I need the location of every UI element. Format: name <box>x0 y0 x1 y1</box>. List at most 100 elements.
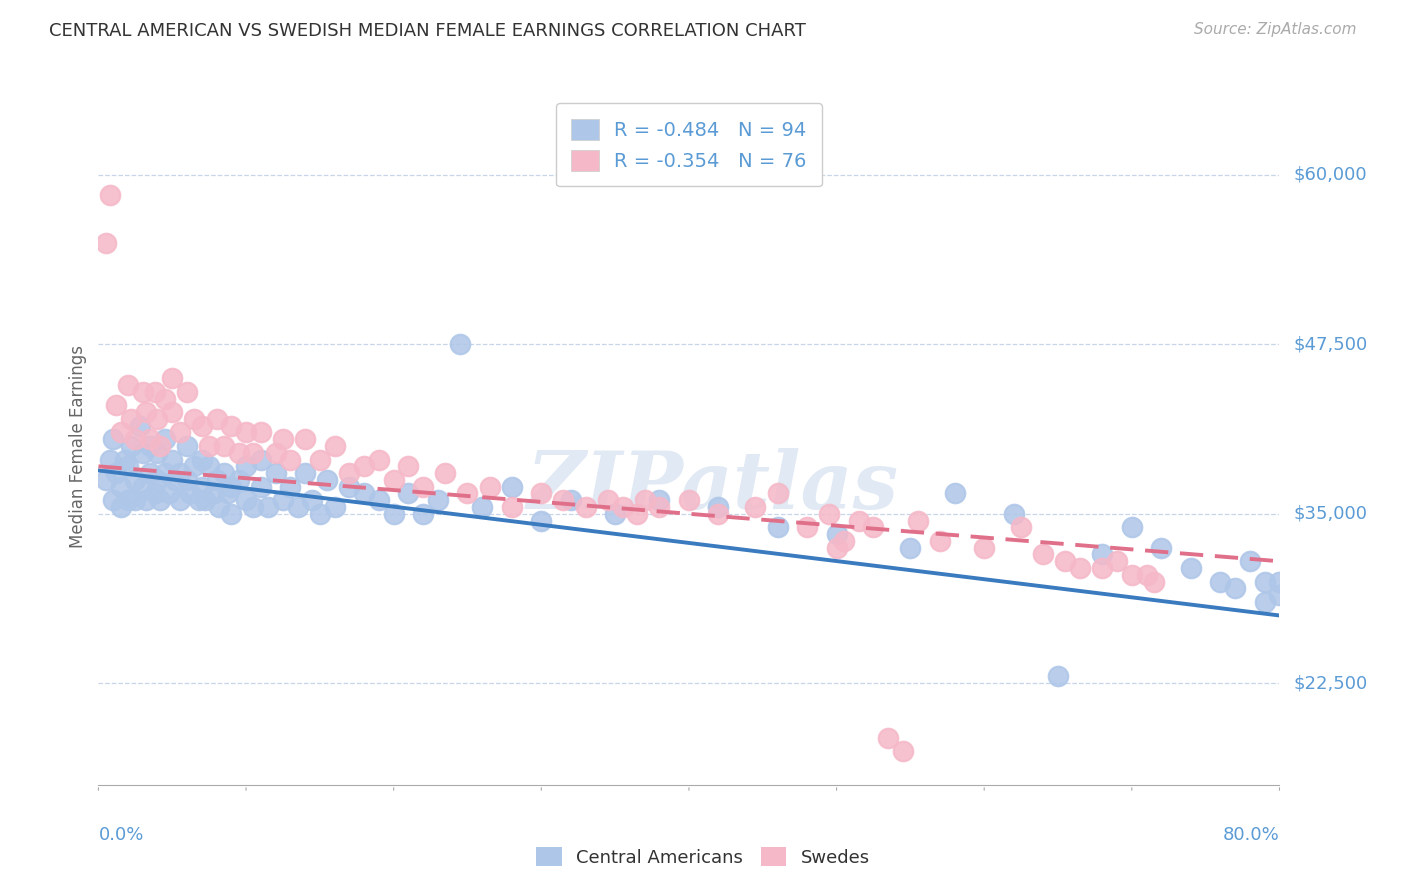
Legend: Central Americans, Swedes: Central Americans, Swedes <box>529 840 877 874</box>
Point <box>339 480 361 494</box>
Point <box>501 500 523 514</box>
Point <box>398 459 420 474</box>
Point <box>149 493 172 508</box>
Point <box>146 473 169 487</box>
Point <box>153 432 176 446</box>
Point <box>973 541 995 555</box>
Point <box>1136 567 1159 582</box>
Point <box>94 235 117 250</box>
Point <box>449 337 471 351</box>
Point <box>287 500 309 514</box>
Point <box>103 493 125 508</box>
Point <box>323 500 346 514</box>
Point <box>1107 554 1129 568</box>
Point <box>198 459 221 474</box>
Point <box>235 425 257 440</box>
Point <box>165 473 187 487</box>
Point <box>434 466 457 480</box>
Point <box>110 425 132 440</box>
Point <box>596 493 619 508</box>
Point <box>1268 588 1291 602</box>
Point <box>280 452 302 467</box>
Point <box>132 446 155 460</box>
Point <box>212 439 235 453</box>
Point <box>124 473 146 487</box>
Point <box>205 473 228 487</box>
Point <box>187 493 209 508</box>
Point <box>707 507 730 521</box>
Point <box>228 473 250 487</box>
Point <box>825 527 848 541</box>
Point <box>217 486 239 500</box>
Point <box>208 500 231 514</box>
Point <box>191 418 214 433</box>
Point <box>368 493 391 508</box>
Point <box>1225 582 1247 596</box>
Point <box>891 744 914 758</box>
Point <box>169 493 191 508</box>
Point <box>339 466 361 480</box>
Point <box>1209 574 1232 589</box>
Point <box>205 412 228 426</box>
Point <box>294 432 316 446</box>
Point <box>530 486 553 500</box>
Point <box>766 520 789 534</box>
Point <box>1069 561 1091 575</box>
Point <box>1239 554 1261 568</box>
Point <box>1091 561 1114 575</box>
Point <box>143 486 166 500</box>
Point <box>264 466 287 480</box>
Point <box>162 452 183 467</box>
Point <box>1143 574 1166 589</box>
Point <box>626 507 648 521</box>
Text: 0.0%: 0.0% <box>98 826 143 844</box>
Point <box>382 507 405 521</box>
Point <box>1091 548 1114 562</box>
Point <box>1010 520 1032 534</box>
Point <box>907 514 929 528</box>
Point <box>1054 554 1077 568</box>
Text: ZIPatlas: ZIPatlas <box>526 448 898 525</box>
Point <box>530 514 553 528</box>
Point <box>877 731 900 745</box>
Point <box>1180 561 1202 575</box>
Point <box>114 452 136 467</box>
Point <box>929 533 952 548</box>
Point <box>146 412 169 426</box>
Legend: R = -0.484   N = 94, R = -0.354   N = 76: R = -0.484 N = 94, R = -0.354 N = 76 <box>555 103 823 186</box>
Point <box>832 533 855 548</box>
Point <box>316 473 339 487</box>
Point <box>427 493 450 508</box>
Point <box>353 486 375 500</box>
Point <box>1254 574 1277 589</box>
Point <box>257 500 280 514</box>
Point <box>242 446 264 460</box>
Point <box>103 432 125 446</box>
Point <box>169 466 191 480</box>
Text: $35,000: $35,000 <box>1294 505 1368 523</box>
Point <box>94 473 117 487</box>
Point <box>120 439 142 453</box>
Point <box>501 480 523 494</box>
Point <box>212 466 235 480</box>
Point <box>412 480 434 494</box>
Point <box>149 439 172 453</box>
Point <box>176 384 198 399</box>
Point <box>105 466 128 480</box>
Point <box>796 520 818 534</box>
Point <box>179 486 201 500</box>
Point <box>309 452 332 467</box>
Point <box>280 480 302 494</box>
Point <box>323 439 346 453</box>
Point <box>162 371 183 385</box>
Point <box>128 418 150 433</box>
Point <box>900 541 922 555</box>
Point <box>1254 595 1277 609</box>
Point <box>132 384 155 399</box>
Point <box>139 432 162 446</box>
Point <box>382 473 405 487</box>
Point <box>143 384 166 399</box>
Point <box>648 493 671 508</box>
Point <box>117 378 139 392</box>
Text: CENTRAL AMERICAN VS SWEDISH MEDIAN FEMALE EARNINGS CORRELATION CHART: CENTRAL AMERICAN VS SWEDISH MEDIAN FEMAL… <box>49 22 806 40</box>
